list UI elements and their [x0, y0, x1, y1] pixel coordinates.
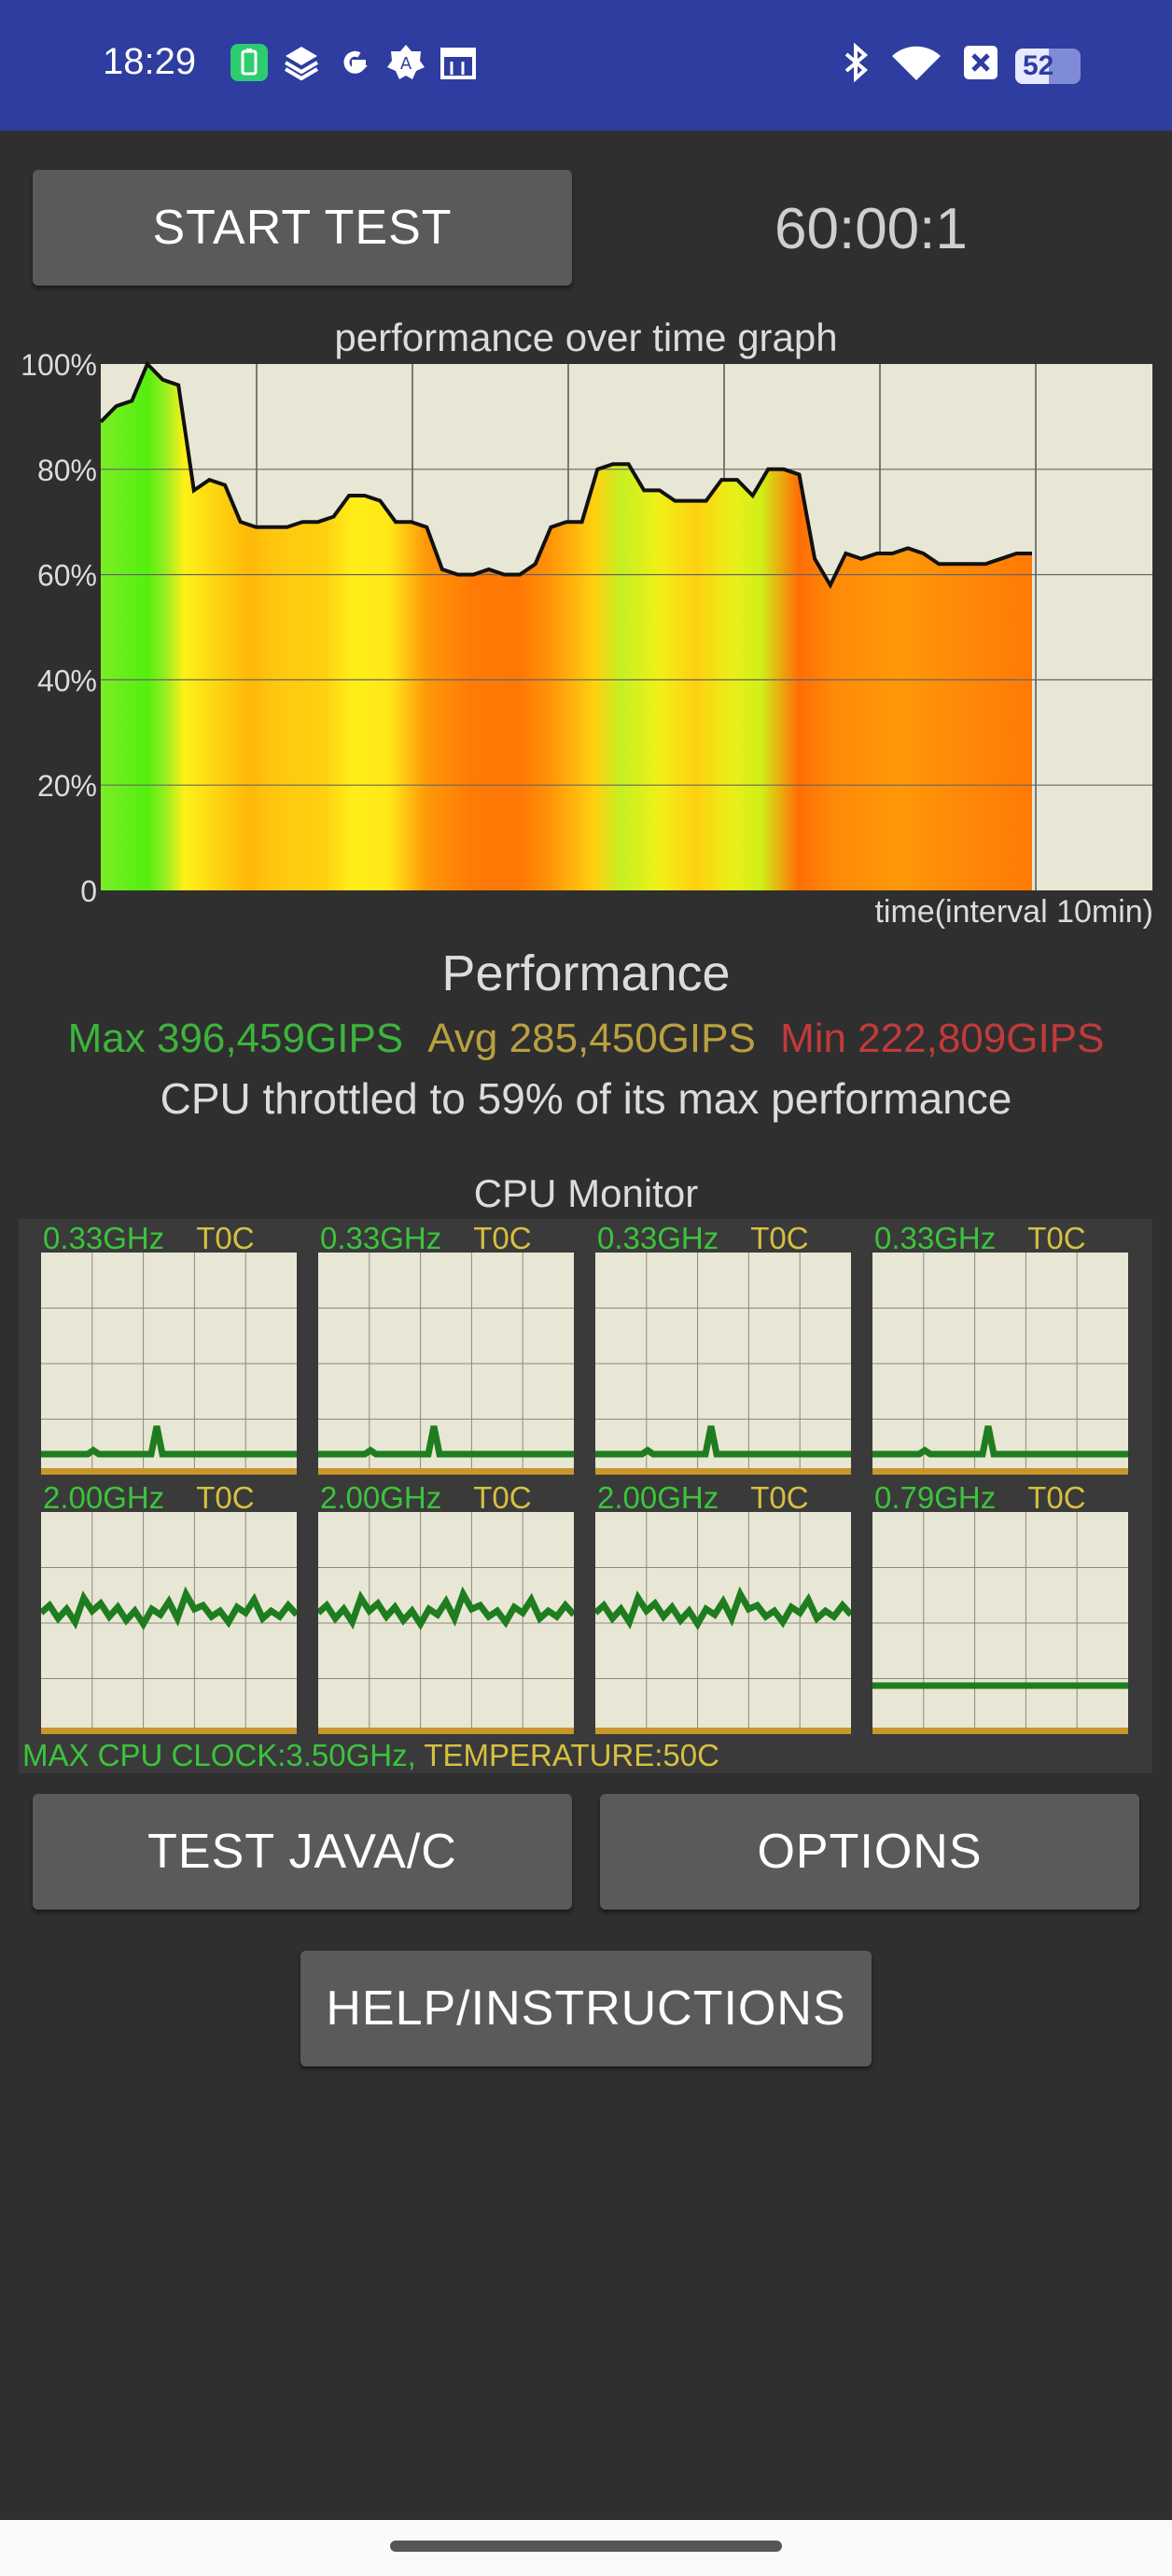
graph-y-tick: 60%	[37, 559, 97, 593]
core-graph	[872, 1512, 1128, 1734]
throttle-text: CPU throttled to 59% of its max performa…	[160, 1074, 1012, 1123]
avg-performance: Avg 285,450GIPS	[427, 1015, 756, 1061]
svg-text:A: A	[400, 54, 412, 74]
test-java-button[interactable]: TEST JAVA/C	[33, 1794, 572, 1910]
no-sim-icon	[964, 46, 998, 79]
core-graph	[41, 1253, 297, 1475]
core-label: 0.33GHz T0C	[43, 1221, 255, 1256]
cpu-temperature: TEMPERATURE:50C	[424, 1738, 719, 1772]
graph-title: performance over time graph	[334, 315, 838, 359]
core-frequency: 2.00GHz	[597, 1480, 719, 1515]
core-frequency: 0.33GHz	[43, 1221, 165, 1255]
core-temperature: T0C	[196, 1221, 255, 1255]
graph-x-label: time(interval 10min)	[874, 894, 1153, 930]
core-graph	[595, 1253, 851, 1475]
performance-stats: Max 396,459GIPS Avg 285,450GIPS Min 222,…	[0, 1015, 1172, 1062]
core-label: 0.79GHz T0C	[874, 1480, 1086, 1516]
battery-level: 52	[1023, 50, 1054, 81]
core-label: 2.00GHz T0C	[597, 1480, 809, 1516]
core-temperature: T0C	[1027, 1221, 1086, 1255]
performance-title: Performance	[441, 945, 731, 1001]
core-frequency: 2.00GHz	[320, 1480, 442, 1515]
core-frequency: 0.33GHz	[597, 1221, 719, 1255]
battery-saver-icon	[230, 44, 268, 81]
battery-icon: 52	[1015, 49, 1081, 84]
performance-area	[101, 364, 1032, 890]
performance-line	[99, 360, 1032, 590]
core-frequency: 0.33GHz	[874, 1221, 997, 1255]
core-temperature: T0C	[473, 1480, 532, 1515]
graph-y-tick: 80%	[37, 454, 97, 487]
cpu-monitor-title: CPU Monitor	[473, 1171, 699, 1215]
test-timer: 60:00:1	[774, 197, 968, 261]
core-graph	[318, 1512, 574, 1734]
cpu-monitor-footer: MAX CPU CLOCK:3.50GHz, TEMPERATURE:50C	[22, 1738, 719, 1773]
core-label: 0.33GHz T0C	[597, 1221, 809, 1256]
max-cpu-clock: MAX CPU CLOCK:3.50GHz,	[22, 1738, 416, 1772]
graph-y-axis: 100% 80% 60% 40% 20% 0	[21, 348, 97, 905]
status-time: 18:29	[103, 41, 197, 82]
performance-graph: 100% 80% 60% 40% 20% 0	[21, 348, 1152, 905]
max-performance: Max 396,459GIPS	[67, 1015, 404, 1061]
core-temperature: T0C	[1027, 1480, 1086, 1515]
graph-y-tick: 20%	[37, 769, 97, 803]
core-graph	[318, 1253, 574, 1475]
settings-badge-icon: A	[387, 45, 425, 79]
wifi-icon	[892, 46, 941, 80]
core-graph	[872, 1253, 1128, 1475]
bluetooth-icon	[844, 43, 869, 82]
graph-horizontal-grid	[101, 469, 1152, 786]
core-graph	[41, 1512, 297, 1734]
options-button[interactable]: OPTIONS	[600, 1794, 1139, 1910]
layers-icon	[284, 47, 319, 81]
min-performance: Min 222,809GIPS	[780, 1015, 1105, 1061]
core-label: 2.00GHz T0C	[320, 1480, 532, 1516]
core-temperature: T0C	[750, 1480, 809, 1515]
core-label: 0.33GHz T0C	[874, 1221, 1086, 1256]
help-instructions-button[interactable]: HELP/INSTRUCTIONS	[300, 1951, 872, 2066]
calendar-icon	[440, 48, 476, 79]
core-frequency: 2.00GHz	[43, 1480, 165, 1515]
core-temperature: T0C	[750, 1221, 809, 1255]
core-temperature: T0C	[473, 1221, 532, 1255]
graph-y-tick: 100%	[21, 348, 97, 382]
cpu-monitor: 0.33GHz T0C 0.33GHz T0C 0.33GHz T0C 0.33GHz T0C…	[19, 1219, 1152, 1773]
core-frequency: 0.79GHz	[874, 1480, 997, 1515]
google-icon	[343, 50, 369, 74]
core-label: 2.00GHz T0C	[43, 1480, 255, 1516]
graph-y-tick: 0	[80, 875, 97, 905]
graph-y-tick: 40%	[37, 664, 97, 697]
status-bar: 18:29 A 52	[0, 0, 1172, 131]
core-label: 0.33GHz T0C	[320, 1221, 532, 1256]
start-test-button[interactable]: START TEST	[33, 170, 572, 286]
core-graph	[595, 1512, 851, 1734]
core-temperature: T0C	[196, 1480, 255, 1515]
home-indicator[interactable]	[390, 2541, 782, 2552]
core-frequency: 0.33GHz	[320, 1221, 442, 1255]
